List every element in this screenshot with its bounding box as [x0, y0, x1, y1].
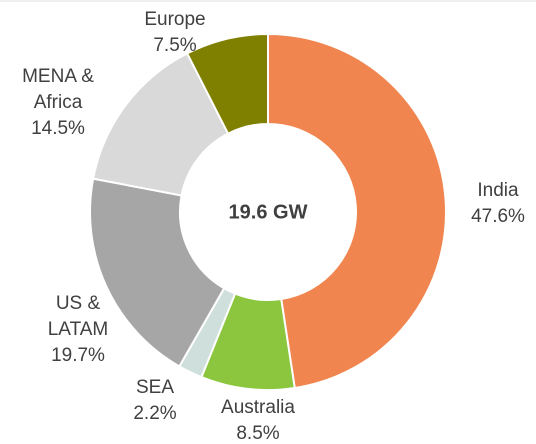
category-label: Australia [221, 397, 295, 418]
value-label: 19.7% [51, 345, 105, 366]
center-label: 19.6 GW [229, 201, 308, 223]
value-label: 2.2% [133, 403, 177, 424]
donut-slice [185, 32, 269, 135]
slice-label: MENA & Africa 14.5% [3, 64, 113, 142]
category-label: US & LATAM [47, 293, 109, 340]
value-label: 14.5% [31, 118, 85, 139]
slice-label: India 47.6% [458, 178, 536, 230]
slice-label: SEA 2.2% [125, 375, 185, 427]
value-label: 7.5% [153, 35, 197, 56]
value-label: 47.6% [471, 206, 525, 227]
slice-label: Europe 7.5% [130, 7, 220, 59]
donut-slice [267, 32, 447, 390]
value-label: 8.5% [236, 423, 280, 444]
category-label: Europe [144, 9, 206, 30]
category-label: SEA [135, 377, 175, 398]
category-label: India [477, 180, 519, 201]
category-label: MENA & Africa [22, 66, 94, 113]
slice-label: Australia 8.5% [203, 395, 313, 444]
slice-label: US & LATAM 19.7% [38, 291, 118, 369]
donut-slice [89, 177, 226, 368]
